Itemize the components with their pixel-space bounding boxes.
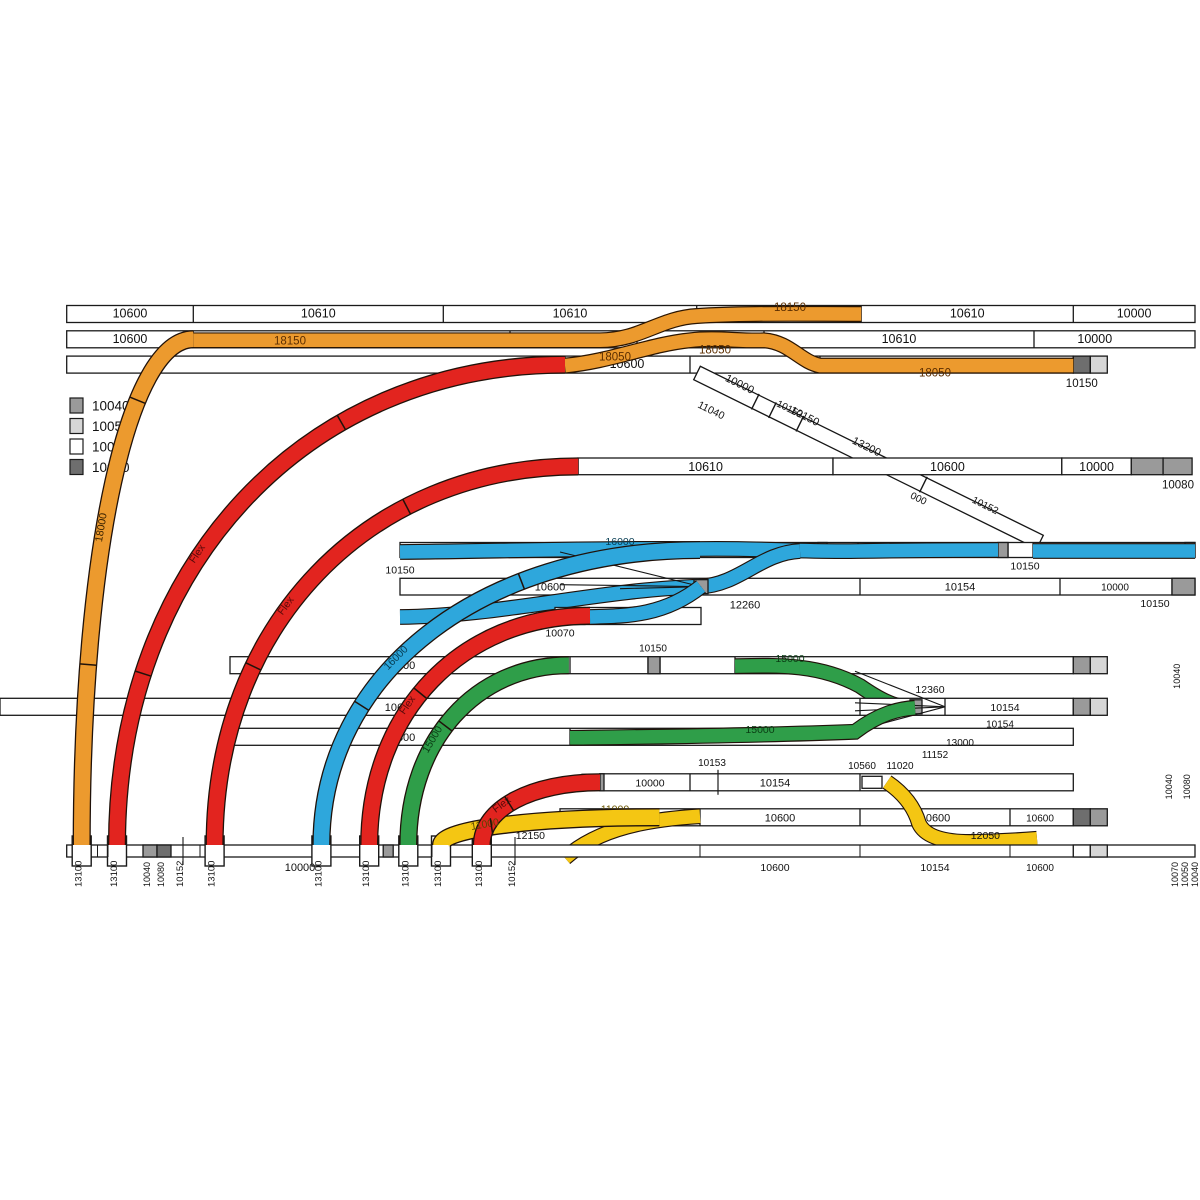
- svg-text:10000: 10000: [1079, 460, 1114, 474]
- svg-text:18150: 18150: [774, 302, 806, 314]
- svg-text:18050: 18050: [599, 352, 631, 364]
- svg-text:10600: 10600: [930, 460, 965, 474]
- svg-text:10610: 10610: [950, 307, 985, 321]
- svg-text:10154: 10154: [945, 582, 976, 594]
- svg-text:10080: 10080: [156, 862, 166, 887]
- svg-text:13000: 13000: [946, 738, 974, 749]
- svg-text:10152: 10152: [175, 861, 186, 887]
- svg-text:10000: 10000: [1101, 583, 1129, 594]
- svg-text:10610: 10610: [301, 307, 336, 321]
- svg-text:10000: 10000: [1077, 332, 1112, 346]
- svg-text:10040: 10040: [1164, 774, 1174, 799]
- svg-text:11152: 11152: [922, 750, 949, 761]
- svg-text:10080: 10080: [1162, 480, 1194, 492]
- svg-text:10150: 10150: [1140, 598, 1169, 610]
- svg-text:13100: 13100: [400, 861, 411, 887]
- svg-text:18150: 18150: [274, 335, 306, 347]
- svg-text:10080: 10080: [1182, 774, 1192, 799]
- svg-text:10154: 10154: [990, 702, 1019, 714]
- svg-text:13100: 13100: [313, 861, 324, 887]
- svg-text:15000: 15000: [775, 653, 804, 665]
- svg-text:13100: 13100: [207, 861, 218, 887]
- svg-text:18050: 18050: [699, 344, 731, 356]
- svg-text:11020: 11020: [886, 761, 914, 772]
- svg-text:10600: 10600: [760, 862, 789, 874]
- svg-text:13100: 13100: [474, 861, 485, 887]
- svg-text:10040: 10040: [1190, 862, 1200, 887]
- svg-text:10040: 10040: [1172, 664, 1182, 689]
- svg-text:15000: 15000: [745, 724, 774, 736]
- svg-text:10070: 10070: [545, 628, 574, 640]
- svg-text:10600: 10600: [1026, 863, 1054, 874]
- svg-text:10154: 10154: [760, 777, 791, 789]
- svg-text:10600: 10600: [113, 307, 148, 321]
- svg-text:10154: 10154: [920, 862, 949, 874]
- svg-text:10040: 10040: [142, 862, 152, 887]
- svg-text:10000: 10000: [285, 862, 316, 874]
- svg-text:10070: 10070: [1170, 862, 1180, 887]
- svg-text:10610: 10610: [882, 332, 917, 346]
- svg-text:10600: 10600: [1026, 813, 1054, 824]
- svg-text:10600: 10600: [113, 332, 148, 346]
- svg-text:10000: 10000: [635, 777, 664, 789]
- svg-text:10600: 10600: [765, 812, 796, 824]
- svg-text:10152: 10152: [507, 861, 518, 887]
- svg-text:10153: 10153: [698, 758, 726, 769]
- svg-text:13100: 13100: [433, 861, 444, 887]
- svg-text:10610: 10610: [553, 307, 588, 321]
- svg-text:10560: 10560: [848, 761, 876, 772]
- svg-text:10150: 10150: [1066, 378, 1098, 390]
- svg-text:12260: 12260: [730, 600, 761, 612]
- svg-text:13100: 13100: [109, 861, 120, 887]
- svg-text:10050: 10050: [1180, 862, 1190, 887]
- svg-text:12050: 12050: [971, 830, 1000, 842]
- svg-text:10150: 10150: [1010, 561, 1039, 573]
- svg-text:10000: 10000: [1117, 307, 1152, 321]
- svg-text:18050: 18050: [919, 368, 951, 380]
- svg-text:13100: 13100: [361, 861, 372, 887]
- svg-text:13100: 13100: [74, 861, 85, 887]
- svg-text:10150: 10150: [385, 564, 414, 576]
- svg-text:10610: 10610: [688, 460, 723, 474]
- svg-text:12360: 12360: [915, 684, 944, 696]
- svg-text:10150: 10150: [639, 644, 667, 655]
